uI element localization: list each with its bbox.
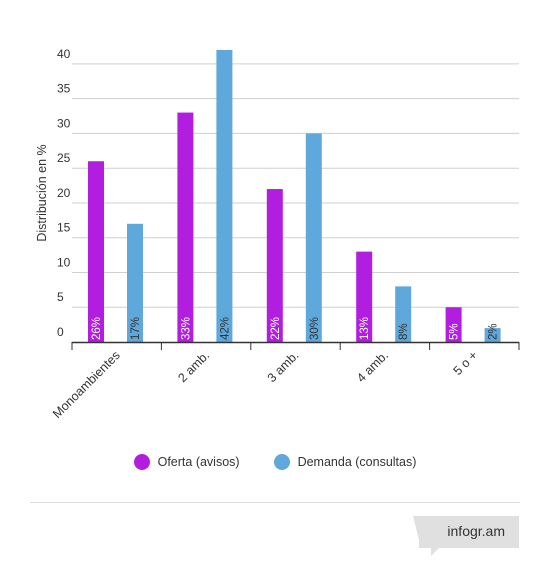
- bar-demanda-4[interactable]: [484, 328, 501, 342]
- y-tick-label-0: 0: [57, 325, 64, 339]
- y-axis-label: Distribución en %: [35, 144, 49, 241]
- data-label-oferta-1: 33%: [180, 317, 192, 340]
- category-labels: Monoambientes 2 amb. 3 amb. 4 amb. 5 o +: [50, 348, 480, 421]
- bar-demanda-0[interactable]: [127, 223, 143, 342]
- bar-demanda-2[interactable]: [305, 133, 322, 342]
- bar-oferta-3[interactable]: [356, 251, 373, 342]
- bar-demanda-3[interactable]: [395, 286, 412, 342]
- bar-oferta-4[interactable]: [445, 307, 462, 342]
- legend-item-oferta[interactable]: Oferta (avisos): [133, 454, 240, 470]
- legend-swatch-oferta: [133, 454, 150, 470]
- y-axis-ticks: 0 5 10 15 20 25 30 35 40: [57, 47, 71, 339]
- bars: 26% 33% 22% 13% 5% 17% 42% 30% 8% 2%: [88, 50, 501, 342]
- legend-label-demanda: Demanda (consultas): [297, 455, 417, 469]
- x-axis: [71, 341, 520, 350]
- brand-badge-notch: [431, 548, 439, 556]
- data-label-demanda-2: 30%: [309, 317, 321, 340]
- footer-divider: [30, 502, 520, 503]
- y-tick-label-30: 30: [57, 116, 71, 130]
- brand-badge-box: [419, 516, 519, 548]
- bar-oferta-0[interactable]: [88, 161, 104, 342]
- category-label-4: 5 o +: [451, 348, 481, 378]
- brand-logo-text: infogr.am: [447, 523, 505, 539]
- brand-badge-tail: [413, 516, 421, 548]
- chart: 0 5 10 15 20 25 30 35 40 Distribución en % 26% 33…: [35, 47, 520, 421]
- legend-swatch-demanda: [273, 454, 290, 470]
- legend-label-oferta: Oferta (avisos): [157, 455, 240, 469]
- grid-lines: [72, 63, 519, 308]
- y-tick-label-40: 40: [57, 47, 71, 61]
- data-label-oferta-0: 26%: [91, 317, 103, 340]
- bar-oferta-1[interactable]: [177, 112, 194, 342]
- legend-item-demanda[interactable]: Demanda (consultas): [273, 454, 417, 470]
- data-label-oferta-3: 13%: [359, 317, 371, 340]
- data-label-demanda-0: 17%: [130, 317, 142, 340]
- data-label-oferta-4: 5%: [449, 323, 461, 340]
- category-label-0: Monoambientes: [50, 348, 123, 421]
- category-label-3: 4 amb.: [354, 348, 391, 385]
- data-label-oferta-2: 22%: [270, 317, 282, 340]
- bar-demanda-1[interactable]: [216, 50, 233, 342]
- y-tick-label-15: 15: [57, 221, 71, 235]
- bar-oferta-2[interactable]: [266, 189, 283, 342]
- category-label-1: 2 amb.: [175, 348, 212, 385]
- legend: Oferta (avisos) Demanda (consultas): [0, 454, 550, 470]
- y-tick-label-25: 25: [57, 151, 71, 165]
- brand-badge[interactable]: infogr.am: [413, 516, 519, 556]
- y-tick-label-5: 5: [57, 290, 64, 304]
- data-label-demanda-4: 2%: [488, 323, 500, 340]
- data-label-demanda-1: 42%: [219, 317, 231, 340]
- y-tick-label-20: 20: [57, 186, 71, 200]
- y-tick-label-10: 10: [57, 255, 71, 269]
- y-tick-label-35: 35: [57, 82, 71, 96]
- data-label-demanda-3: 8%: [398, 323, 410, 340]
- category-label-2: 3 amb.: [265, 348, 302, 385]
